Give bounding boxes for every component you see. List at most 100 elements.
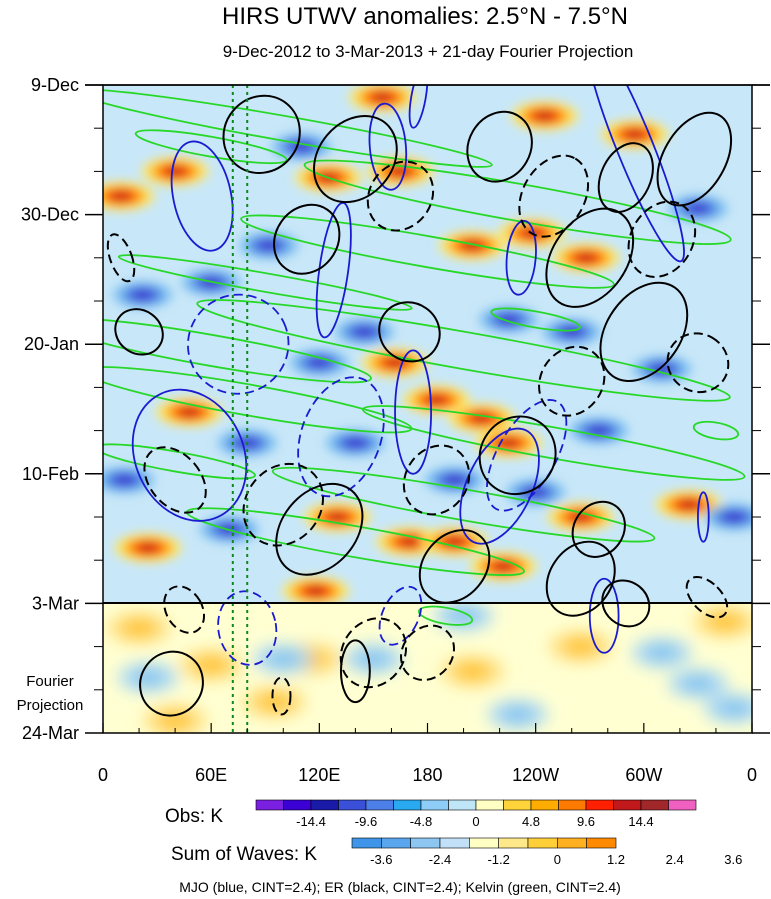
projection-cool-blob <box>447 607 480 624</box>
obs-cool-blob <box>443 474 466 485</box>
colorbar-swatch <box>498 837 529 849</box>
colorbar-swatch <box>439 837 470 849</box>
colorbar-tick-label: 9.6 <box>577 814 595 829</box>
projection-field <box>103 603 752 733</box>
colorbar-swatch <box>283 799 312 811</box>
kelvin-contour <box>134 129 288 165</box>
projection-label-projection: Projection <box>17 697 84 714</box>
projection-warm-blob <box>256 693 293 712</box>
kelvin-contour <box>692 420 740 441</box>
er-contour <box>339 617 408 689</box>
kelvin-contour <box>103 443 256 480</box>
er-contour <box>597 142 654 213</box>
colorbar-tick-label: 14.4 <box>628 814 653 829</box>
colorbar-swatch <box>338 799 367 811</box>
projection-warm-blob <box>121 619 158 638</box>
er-contour <box>163 585 206 634</box>
projection-warm-blob <box>454 662 491 681</box>
obs-warm-blob <box>165 166 186 177</box>
projection-cool-blob <box>501 706 534 723</box>
obs-warm-blob <box>493 561 514 572</box>
er-contour <box>222 94 301 174</box>
er-contour <box>599 281 689 382</box>
reference-lines <box>231 85 249 733</box>
kelvin-contour <box>417 605 474 626</box>
x-tick-label: 0 <box>98 765 108 785</box>
x-tick-label: 0 <box>747 765 757 785</box>
x-tick-label: 60W <box>625 765 662 785</box>
colorbar-tick-label: 2.4 <box>666 852 684 867</box>
y-tick-label: 9-Dec <box>31 75 79 95</box>
er-contours <box>106 94 733 717</box>
mjo-contour <box>170 140 234 252</box>
colorbar-tick-label: -1.2 <box>487 852 509 867</box>
obs-warm-blob <box>678 499 699 510</box>
projection-warm-blob <box>562 637 599 656</box>
obs-cool-blob <box>344 437 367 448</box>
colorbar-tick-label: -2.4 <box>429 852 451 867</box>
obs-cool-blob <box>131 289 154 300</box>
obs-warm-blob <box>305 586 326 597</box>
waves-colorbar-label: Sum of Waves: K <box>171 844 317 865</box>
er-contour <box>545 207 635 308</box>
chart-title: HIRS UTWV anomalies: 2.5°N - 7.5°N <box>222 3 628 30</box>
er-contour <box>466 110 533 183</box>
colorbar-tick-label: 1.2 <box>607 852 625 867</box>
er-contour <box>114 308 164 356</box>
er-contour <box>339 639 371 704</box>
x-tick-label: 120W <box>512 765 559 785</box>
colorbar-swatch <box>393 799 422 811</box>
obs-field <box>103 85 752 603</box>
axis-ticks <box>85 84 770 734</box>
er-contour <box>545 540 616 617</box>
obs-warm-blob <box>179 407 200 418</box>
kelvin-contour <box>196 299 731 402</box>
y-tick-label: 10-Feb <box>22 464 79 484</box>
obs-warm-blob <box>426 394 447 405</box>
obs-cool-blob <box>686 203 709 214</box>
mjo-contour <box>378 585 423 646</box>
kelvin-contour <box>117 254 413 311</box>
projection-cool-blob <box>717 700 750 717</box>
kelvin-contour <box>303 159 732 245</box>
mjo-contour <box>368 102 408 191</box>
obs-cool-blob <box>524 487 547 498</box>
colorbar-swatch <box>381 837 411 849</box>
obs-cool-blob <box>587 425 610 436</box>
er-contour <box>538 345 606 417</box>
colorbar-tick-label: -4.8 <box>410 814 432 829</box>
projection-warm-blob <box>706 612 743 631</box>
mjo-contours <box>131 85 710 666</box>
projection-cool-blob <box>681 675 714 692</box>
wave-contours <box>103 85 746 733</box>
colorbar-swatch <box>475 799 504 811</box>
colorbar-swatch <box>310 799 339 811</box>
colorbar-swatch <box>420 799 449 811</box>
colorbar-tick-label: 3.6 <box>724 852 742 867</box>
x-tick-label: 120E <box>298 765 340 785</box>
colorbar-tick-label: 4.8 <box>522 814 540 829</box>
mjo-contour <box>394 349 433 475</box>
colorbar-swatch <box>351 837 382 849</box>
mjo-contour <box>217 590 278 666</box>
er-contour <box>478 415 557 496</box>
er-contour <box>366 160 435 232</box>
mjo-contour <box>408 85 429 129</box>
obs-warm-blob <box>327 512 348 522</box>
mjo-contour <box>697 491 710 543</box>
obs-warm-blob <box>399 536 420 547</box>
colorbar-tick-label: -3.6 <box>370 852 392 867</box>
obs-cool-blob <box>113 474 136 485</box>
mjo-contour <box>505 219 537 296</box>
contour-legend: MJO (blue, CINT=2.4); ER (black, CINT=2.… <box>179 879 621 895</box>
obs-warm-blob <box>534 110 555 121</box>
er-contour <box>271 676 292 716</box>
kelvin-contour <box>361 405 746 481</box>
colorbar-swatch <box>527 837 558 849</box>
obs-warm-blob <box>111 191 132 202</box>
mjo-contour <box>459 427 540 545</box>
er-contour <box>273 203 341 275</box>
er-contour <box>627 200 697 278</box>
er-contour <box>666 332 730 394</box>
